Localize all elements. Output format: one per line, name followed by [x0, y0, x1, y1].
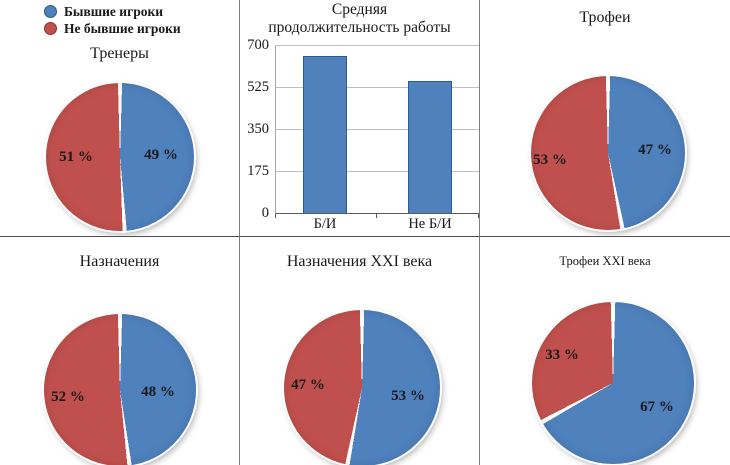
y-tick-label: 700: [247, 37, 269, 53]
legend-item-former-players: Бывшие игроки: [44, 3, 181, 20]
pie-chart-trophies: [531, 76, 685, 230]
chart-title: Тренеры: [90, 45, 149, 62]
legend-swatch-red: [44, 22, 57, 35]
chart-title: Назначения XXI века: [286, 253, 433, 270]
pie-value-label-blue: 47 %: [638, 142, 672, 158]
x-axis-tick: [275, 214, 276, 218]
pie-value-label-red: 53 %: [533, 152, 567, 168]
pie-value-label-blue: 53 %: [391, 388, 425, 404]
gridline: [276, 171, 479, 172]
pie-value-label-blue: 48 %: [141, 384, 175, 400]
chart-title: Трофеи XXI века: [559, 254, 651, 268]
pie-chart-appointments: [44, 314, 196, 465]
gridline: [276, 87, 479, 88]
pie-panel-trophies-21c: Трофеи XXI века 67 % 33 %: [480, 237, 730, 465]
bar-plot-area: [275, 45, 479, 214]
legend-swatch-blue: [44, 5, 57, 18]
pie-panel-coaches: Бывшие игроки Не бывшие игроки Тренеры 4…: [0, 0, 240, 237]
chart-legend: Бывшие игроки Не бывшие игроки: [44, 3, 181, 37]
bar-chart-panel: Средняя продолжительность работы 700 525 3…: [240, 0, 480, 237]
pie-value-label-red: 52 %: [51, 389, 85, 405]
gridline: [276, 129, 479, 130]
pie-panel-appointments-21c: Назначения XXI века 53 % 47 %: [240, 237, 480, 465]
y-tick-label: 525: [247, 79, 269, 95]
chart-title-line1: Средняя: [331, 1, 388, 18]
gridline: [276, 45, 479, 46]
pie-panel-trophies: Трофеи 47 % 53 %: [480, 0, 730, 237]
legend-label: Не бывшие игроки: [64, 20, 181, 36]
pie-value-label-red: 33 %: [545, 347, 579, 363]
bar-former-players: [303, 56, 347, 213]
legend-item-not-former-players: Не бывшие игроки: [44, 20, 181, 37]
pie-panel-appointments: Назначения 48 % 52 %: [0, 237, 240, 465]
y-tick-label: 350: [247, 121, 269, 137]
x-axis-tick: [478, 214, 479, 218]
pie-value-label-blue: 67 %: [640, 399, 674, 415]
pie-chart-trophies-21c: [532, 302, 694, 464]
x-axis-label-ne-bi: Не Б/И: [408, 216, 452, 232]
pie-chart-appointments-21c: [284, 310, 440, 465]
y-tick-label: 0: [261, 205, 269, 221]
chart-title: Трофеи: [579, 9, 631, 26]
chart-title: Назначения: [79, 253, 160, 270]
y-tick-label: 175: [247, 163, 269, 179]
pie-value-label-red: 47 %: [291, 377, 325, 393]
pie-value-label-red: 51 %: [59, 149, 93, 165]
pie-chart-coaches: [46, 83, 194, 231]
x-axis-tick: [376, 214, 377, 218]
bar-not-former-players: [408, 81, 452, 213]
chart-title: Средняя продолжительность работы: [240, 1, 479, 37]
chart-title-line2: продолжительность работы: [268, 19, 451, 36]
x-axis-label-bi: Б/И: [313, 216, 337, 232]
pie-value-label-blue: 49 %: [144, 147, 178, 163]
legend-label: Бывшие игроки: [64, 3, 164, 19]
